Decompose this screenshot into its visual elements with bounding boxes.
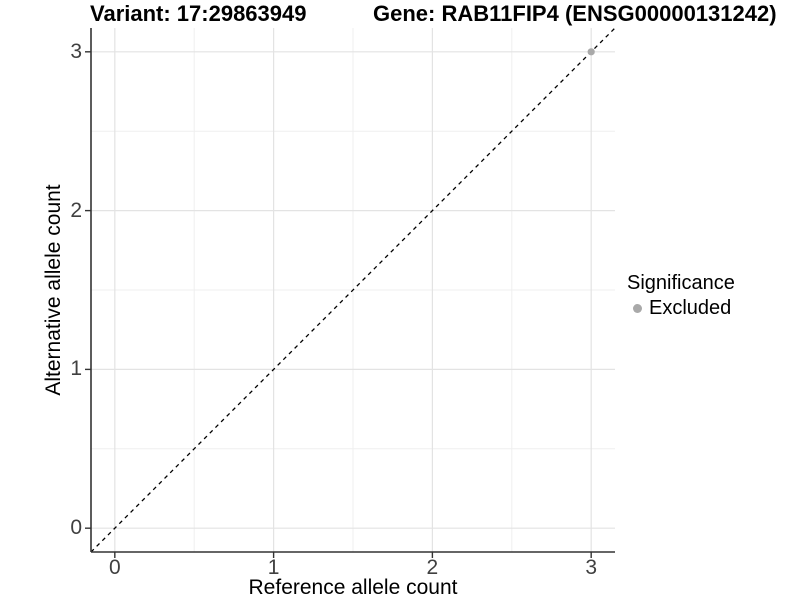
x-tick-label: 1 <box>267 556 280 579</box>
legend: Significance Excluded <box>627 270 797 320</box>
x-tick-label: 0 <box>108 556 121 579</box>
excluded-point-icon <box>633 303 642 313</box>
gene-title: Gene: RAB11FIP4 (ENSG00000131242) <box>373 1 777 26</box>
legend-item-excluded: Excluded <box>627 296 797 320</box>
y-tick-label: 3 <box>70 39 82 63</box>
variant-title: Variant: 17:29863949 <box>90 1 307 26</box>
x-axis-title: Reference allele count <box>248 576 458 599</box>
y-axis-title: Alternative allele count <box>42 184 65 396</box>
y-tick-label: 2 <box>70 198 82 222</box>
data-point-excluded <box>587 48 595 56</box>
x-tick-label: 2 <box>426 556 439 579</box>
legend-item-label: Excluded <box>649 297 732 319</box>
identity-dashed-line <box>90 28 616 553</box>
y-tick-label: 0 <box>70 516 82 540</box>
legend-title: Significance <box>627 272 735 294</box>
scatter-plot-panel <box>85 28 616 558</box>
y-tick-label: 1 <box>70 357 82 381</box>
x-tick-label: 3 <box>585 556 598 579</box>
